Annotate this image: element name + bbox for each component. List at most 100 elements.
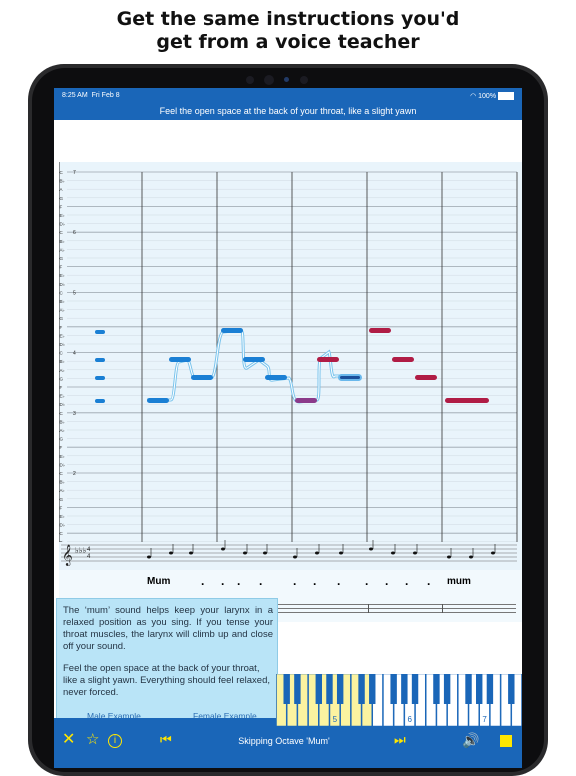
app-screen: 8:25 AM Fri Feb 8 ◠ 100% Feel the open s…	[54, 88, 522, 768]
black-key[interactable]	[465, 674, 472, 704]
black-key[interactable]	[486, 674, 494, 704]
pitch-label: F	[60, 325, 63, 330]
pitch-label: A♭	[60, 488, 65, 493]
black-key[interactable]	[443, 674, 451, 704]
note-bar	[191, 375, 213, 380]
staff-note	[243, 551, 247, 555]
black-key[interactable]	[411, 674, 419, 704]
octave-label: 5	[333, 715, 338, 724]
black-key[interactable]	[508, 674, 515, 704]
battery-icon	[498, 92, 514, 101]
octave-number: 4	[73, 351, 76, 357]
pitch-label: D♭	[60, 222, 65, 227]
time-text: 8:25 AM	[62, 92, 88, 99]
pitch-label: D♭	[60, 342, 65, 347]
pitch-label: E♭	[60, 213, 65, 218]
staff-note	[413, 551, 417, 555]
pitch-label: A♭	[60, 428, 65, 433]
staff-note	[189, 551, 193, 555]
octave-number: 6	[73, 230, 76, 236]
tip-paragraph-1: The ‘mum’ sound helps keep your larynx i…	[63, 605, 273, 652]
octave-label: 7	[482, 715, 487, 724]
exercise-title: Skipping Octave 'Mum'	[238, 736, 330, 746]
black-key[interactable]	[369, 674, 376, 704]
black-key[interactable]	[326, 674, 333, 704]
piano-keyboard: 5 6 7	[276, 673, 522, 727]
pitch-label: C	[60, 351, 64, 356]
camera-lens	[264, 75, 274, 85]
black-key[interactable]	[358, 674, 365, 704]
note-bar	[95, 399, 105, 403]
status-bar: 8:25 AM Fri Feb 8 ◠ 100%	[54, 88, 522, 104]
black-key[interactable]	[433, 674, 440, 704]
female-example-link[interactable]: Female Example	[193, 711, 257, 721]
male-example-link[interactable]: Male Example	[87, 711, 141, 721]
key-signature: ♭♭♭	[75, 546, 87, 555]
staff-note	[147, 555, 151, 559]
stop-icon[interactable]	[500, 735, 512, 747]
lyric-start: Mum	[147, 576, 171, 587]
staff-note	[491, 551, 495, 555]
pitch-label: G	[60, 256, 64, 261]
lyric-dot: .	[427, 574, 431, 588]
pitch-label: B♭	[60, 179, 65, 184]
octave-number: 2	[73, 471, 76, 477]
pitch-label: D♭	[60, 402, 65, 407]
black-key[interactable]	[476, 674, 483, 704]
lyric-dot: .	[293, 574, 297, 588]
timeline-strip	[54, 718, 276, 726]
time-signature: 4	[87, 554, 91, 560]
lyric-end: mum	[447, 576, 471, 587]
close-icon[interactable]: ✕	[62, 731, 76, 748]
tip-text: The ‘mum’ sound helps keep your larynx i…	[63, 605, 273, 699]
staff-note	[169, 551, 173, 555]
lyric-dot: .	[313, 574, 317, 588]
black-key[interactable]	[336, 674, 344, 704]
pitch-label: E♭	[60, 273, 65, 278]
pitch-label: F	[60, 445, 63, 450]
lyric-dot: .	[385, 574, 389, 588]
note-bar	[243, 357, 265, 362]
staff-note	[391, 551, 395, 555]
headline: Get the same instructions you'd get from…	[0, 8, 576, 54]
bottom-toolbar: ✕ ☆ i ⏮ Skipping Octave 'Mum' ⏭ 🔊	[54, 726, 522, 768]
wifi-icon: ◠	[470, 93, 477, 100]
staff-note	[469, 555, 473, 559]
camera-dot	[246, 76, 254, 84]
black-key[interactable]	[390, 674, 397, 704]
date-text: Fri Feb 8	[91, 92, 120, 99]
pitch-label: A♭	[60, 308, 65, 313]
black-key[interactable]	[283, 674, 290, 704]
note-bar	[445, 398, 489, 403]
pitch-label: C	[60, 230, 64, 235]
black-key[interactable]	[401, 674, 408, 704]
pitch-label: F	[60, 505, 63, 510]
lyric-dot: .	[237, 574, 241, 588]
pitch-grid-area: C B♭ A G F E♭ D♭ C B♭ A♭ G F E♭ D♭ C B♭ A♭ G F E♭ D♭ C B♭ A♭ G F E…	[59, 162, 522, 632]
note-bar	[147, 398, 169, 403]
pitch-label: E♭	[60, 333, 65, 338]
note-bar	[265, 375, 287, 380]
note-bar	[95, 330, 105, 334]
pitch-label: D♭	[60, 282, 65, 287]
note-bar	[95, 358, 105, 362]
skip-back-icon[interactable]: ⏮	[160, 732, 172, 747]
lyrics-row: Mum ........... mum	[59, 570, 522, 600]
info-icon[interactable]: i	[108, 734, 122, 748]
second-staff	[276, 600, 522, 622]
octave-number: 5	[73, 290, 76, 296]
star-icon[interactable]: ☆	[86, 731, 100, 748]
pitch-label: G	[60, 437, 64, 442]
time-signature: 4	[87, 547, 91, 553]
pitch-label: C	[60, 531, 64, 536]
black-key[interactable]	[294, 674, 301, 704]
staff-note	[293, 555, 297, 559]
status-time: 8:25 AM Fri Feb 8	[62, 92, 120, 99]
black-key[interactable]	[315, 674, 322, 704]
pitch-label: D♭	[60, 523, 65, 528]
lyric-dot: .	[201, 574, 205, 588]
volume-icon[interactable]: 🔊	[462, 732, 480, 748]
skip-forward-icon[interactable]: ⏭	[394, 732, 406, 747]
note-bar	[369, 328, 391, 333]
pitch-label: C	[60, 471, 64, 476]
